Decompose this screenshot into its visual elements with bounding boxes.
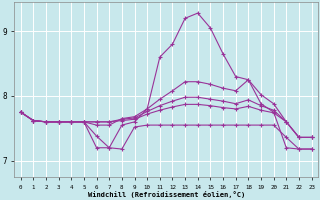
X-axis label: Windchill (Refroidissement éolien,°C): Windchill (Refroidissement éolien,°C) (87, 191, 245, 198)
